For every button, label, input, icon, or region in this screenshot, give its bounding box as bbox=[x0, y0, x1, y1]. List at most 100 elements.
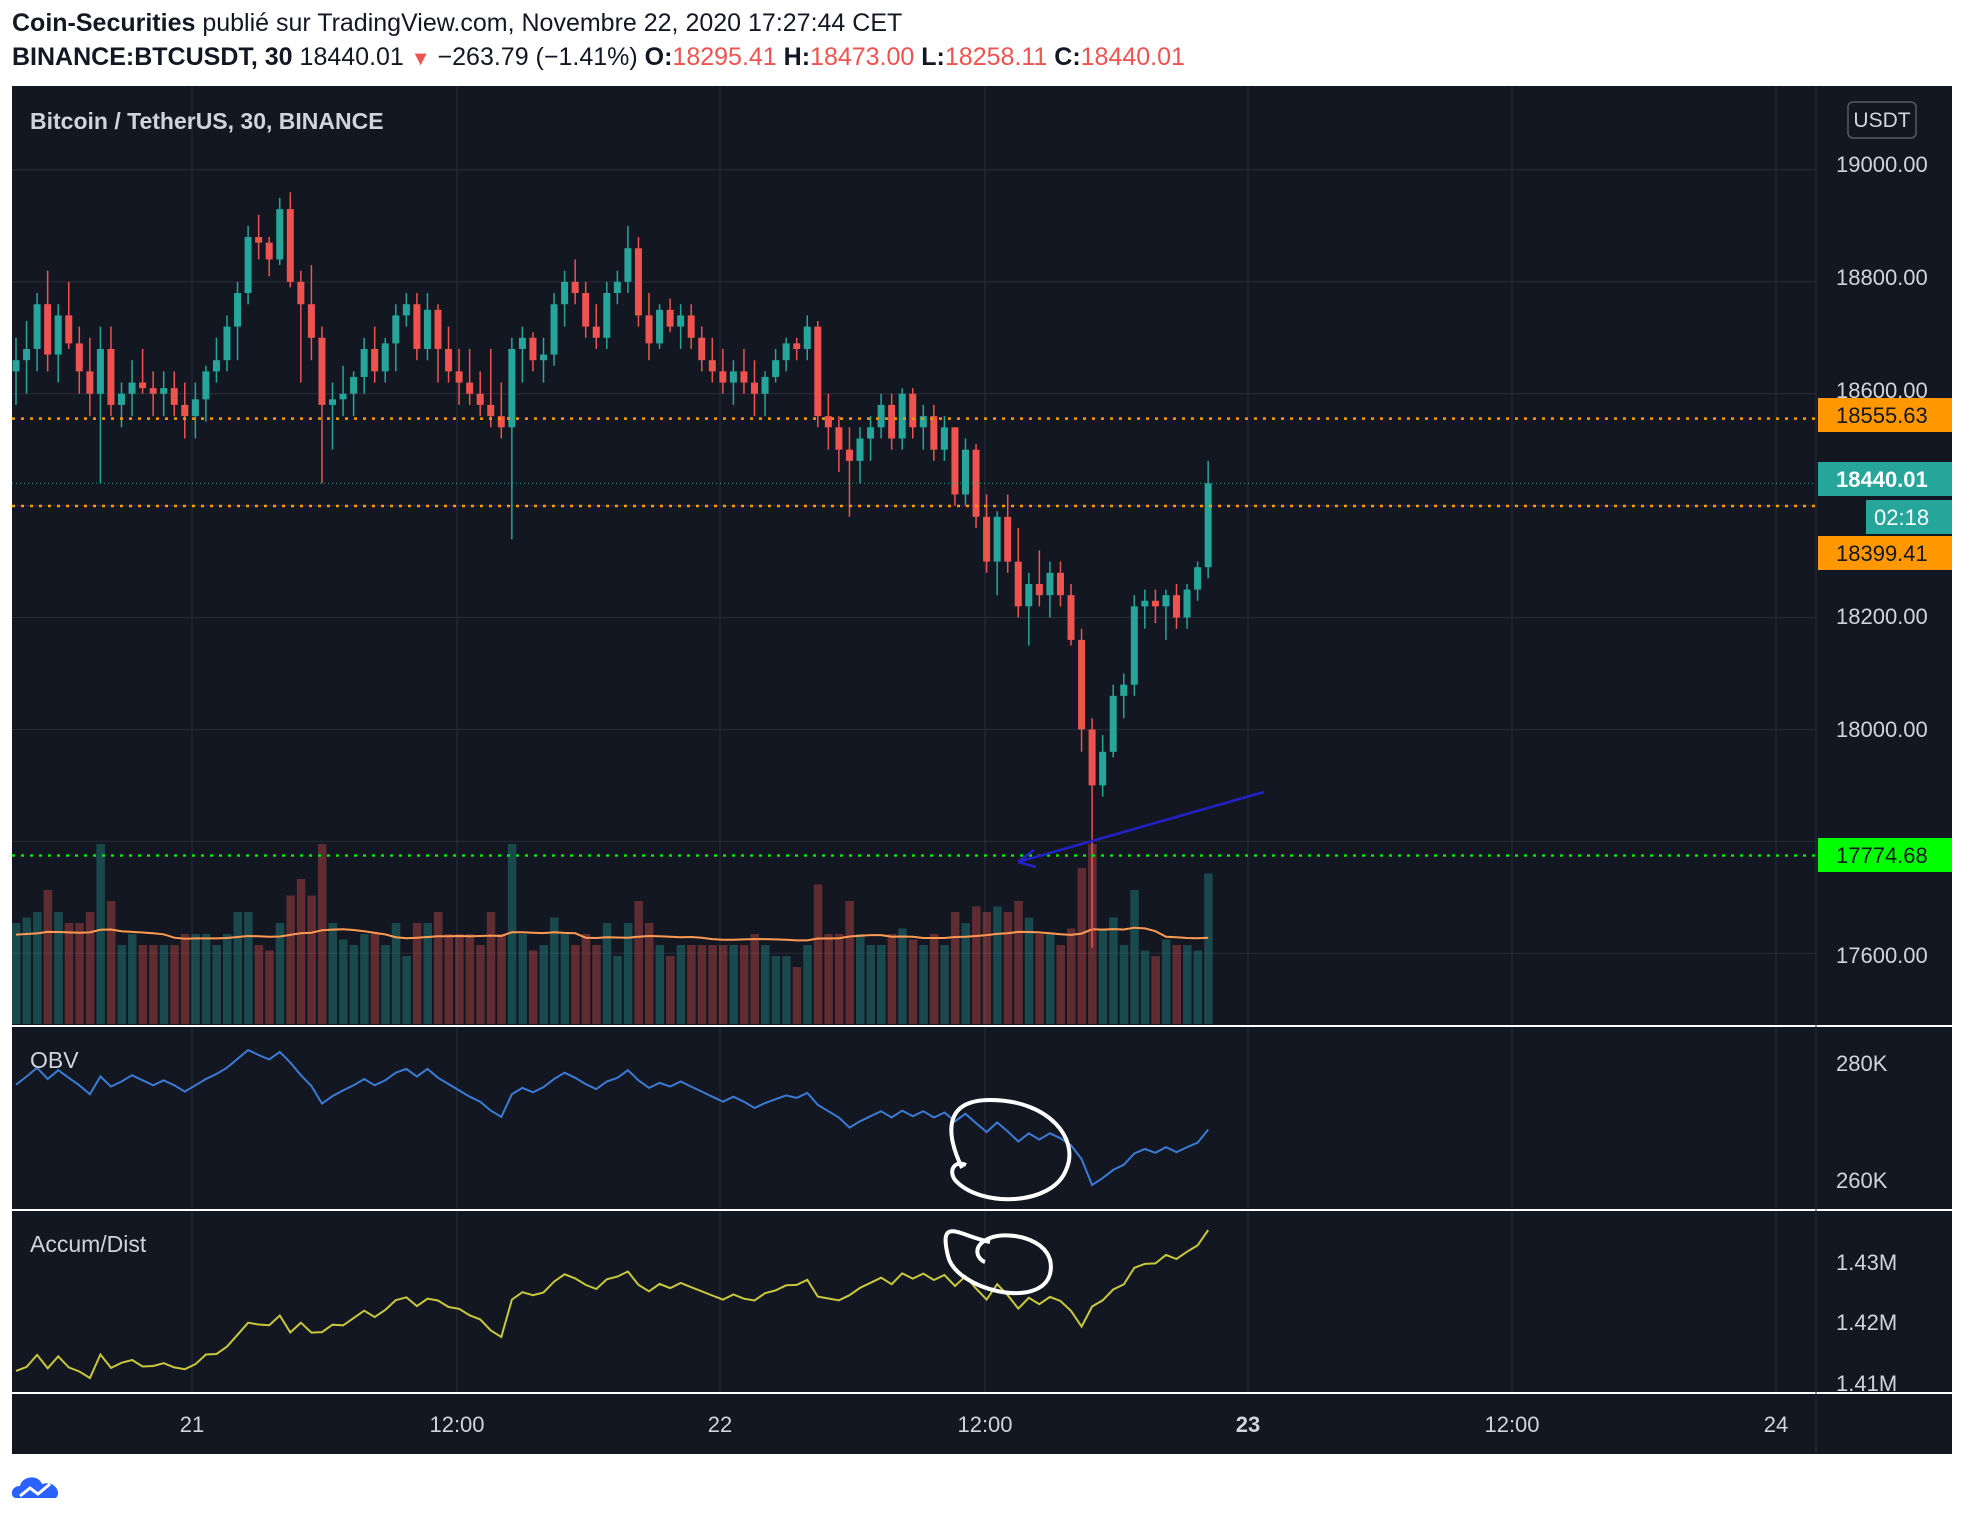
candle-body[interactable] bbox=[919, 416, 927, 428]
candle-body[interactable] bbox=[54, 315, 62, 355]
currency-badge[interactable] bbox=[1847, 101, 1917, 139]
candle-body[interactable] bbox=[466, 382, 474, 394]
candle-body[interactable] bbox=[1194, 567, 1202, 590]
level-tag-upper[interactable] bbox=[1818, 398, 1952, 432]
candle-body[interactable] bbox=[888, 404, 896, 439]
candle-body[interactable] bbox=[550, 304, 558, 355]
candle-body[interactable] bbox=[1035, 583, 1043, 596]
candle-body[interactable] bbox=[128, 382, 136, 394]
candle-body[interactable] bbox=[12, 360, 20, 372]
candle-body[interactable] bbox=[181, 404, 189, 417]
candle-body[interactable] bbox=[86, 371, 94, 394]
candle-body[interactable] bbox=[856, 438, 864, 461]
candle-body[interactable] bbox=[360, 348, 368, 377]
candle-body[interactable] bbox=[392, 315, 400, 344]
candle-body[interactable] bbox=[297, 281, 305, 305]
candle-body[interactable] bbox=[582, 293, 590, 327]
candle-body[interactable] bbox=[782, 343, 790, 361]
candle-body[interactable] bbox=[729, 371, 737, 383]
candle-body[interactable] bbox=[666, 309, 674, 327]
candle-body[interactable] bbox=[613, 281, 621, 294]
candle-body[interactable] bbox=[993, 516, 1001, 562]
candle-body[interactable] bbox=[835, 427, 843, 450]
level-tag-lower[interactable] bbox=[1818, 536, 1952, 570]
candle-body[interactable] bbox=[793, 343, 801, 349]
candle-body[interactable] bbox=[318, 337, 326, 405]
candle-body[interactable] bbox=[445, 348, 453, 372]
candle-body[interactable] bbox=[1004, 516, 1012, 562]
candle-body[interactable] bbox=[402, 304, 410, 316]
candle-body[interactable] bbox=[96, 348, 104, 394]
annotation-arrow[interactable] bbox=[1017, 790, 1265, 864]
candle-body[interactable] bbox=[772, 360, 780, 377]
candle-body[interactable] bbox=[413, 304, 421, 349]
candle-body[interactable] bbox=[1067, 595, 1075, 640]
candle-body[interactable] bbox=[571, 281, 579, 294]
candle-body[interactable] bbox=[33, 304, 41, 349]
candle-body[interactable] bbox=[476, 393, 484, 405]
candle-body[interactable] bbox=[708, 360, 716, 372]
candle-body[interactable] bbox=[286, 209, 294, 282]
candle-body[interactable] bbox=[1120, 684, 1128, 696]
candle-body[interactable] bbox=[983, 516, 991, 562]
candle-body[interactable] bbox=[329, 399, 336, 405]
author-name[interactable]: Coin-Securities bbox=[12, 9, 196, 37]
candle-body[interactable] bbox=[223, 326, 231, 361]
candle-body[interactable] bbox=[44, 304, 52, 355]
candle-body[interactable] bbox=[751, 382, 758, 394]
candle-body[interactable] bbox=[244, 237, 252, 294]
candle-body[interactable] bbox=[1109, 695, 1117, 752]
candle-body[interactable] bbox=[898, 393, 906, 439]
candle-body[interactable] bbox=[1173, 595, 1180, 618]
candle-body[interactable] bbox=[307, 304, 315, 338]
candle-body[interactable] bbox=[909, 393, 917, 428]
candle-body[interactable] bbox=[698, 337, 706, 361]
candle-body[interactable] bbox=[1046, 572, 1054, 596]
candle-body[interactable] bbox=[1099, 751, 1107, 786]
tradingview-brand[interactable]: TradingView bbox=[68, 1474, 212, 1504]
candle-body[interactable] bbox=[1056, 572, 1064, 596]
candle-body[interactable] bbox=[487, 404, 495, 417]
candle-body[interactable] bbox=[645, 315, 653, 344]
candle-body[interactable] bbox=[160, 388, 168, 394]
candle-body[interactable] bbox=[1078, 639, 1086, 730]
candle-body[interactable] bbox=[603, 293, 611, 338]
candle-body[interactable] bbox=[339, 393, 347, 400]
candle-body[interactable] bbox=[803, 326, 811, 349]
candle-body[interactable] bbox=[497, 416, 505, 428]
candle-body[interactable] bbox=[381, 343, 389, 372]
candle-body[interactable] bbox=[139, 382, 147, 389]
candle-body[interactable] bbox=[677, 315, 685, 327]
candle-body[interactable] bbox=[814, 326, 822, 417]
candle-body[interactable] bbox=[761, 376, 769, 394]
candle-body[interactable] bbox=[930, 416, 938, 450]
candle-body[interactable] bbox=[255, 237, 263, 243]
annotation-circle-ad[interactable] bbox=[943, 1229, 1053, 1296]
candle-body[interactable] bbox=[191, 399, 199, 417]
candle-body[interactable] bbox=[740, 371, 748, 383]
candle-body[interactable] bbox=[202, 371, 210, 400]
candle-body[interactable] bbox=[951, 427, 959, 495]
candle-body[interactable] bbox=[962, 449, 969, 495]
candle-body[interactable] bbox=[592, 326, 600, 338]
candle-body[interactable] bbox=[170, 388, 178, 405]
candle-body[interactable] bbox=[824, 416, 832, 428]
candle-body[interactable] bbox=[455, 371, 463, 383]
candle-body[interactable] bbox=[940, 427, 948, 450]
candle-body[interactable] bbox=[540, 354, 547, 361]
candle-body[interactable] bbox=[1088, 729, 1096, 786]
candle-body[interactable] bbox=[518, 337, 526, 349]
tradingview-logo-icon[interactable] bbox=[10, 1468, 62, 1508]
candle-body[interactable] bbox=[149, 388, 157, 394]
candle-body[interactable] bbox=[423, 309, 431, 349]
candle-body[interactable] bbox=[1151, 600, 1159, 607]
candle-body[interactable] bbox=[867, 427, 875, 439]
candle-body[interactable] bbox=[234, 293, 242, 327]
candle-body[interactable] bbox=[434, 309, 442, 349]
candle-body[interactable] bbox=[1025, 583, 1033, 607]
candle-body[interactable] bbox=[1204, 483, 1212, 568]
candle-body[interactable] bbox=[75, 343, 83, 372]
annotation-circle-obv[interactable] bbox=[949, 1097, 1072, 1202]
candle-body[interactable] bbox=[561, 281, 569, 305]
